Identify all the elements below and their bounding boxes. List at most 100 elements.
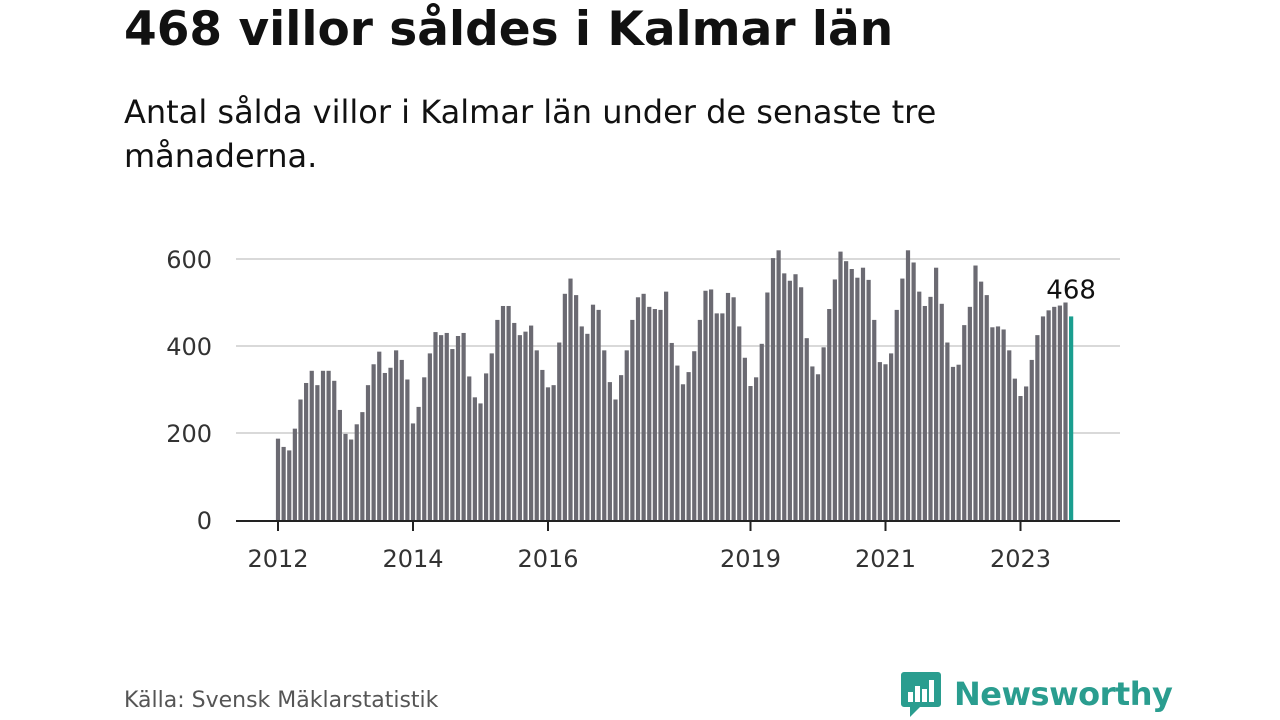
bar: [1018, 396, 1023, 520]
bar: [478, 403, 483, 520]
bar: [495, 319, 500, 520]
bar: [872, 319, 877, 520]
bar: [979, 281, 984, 520]
bar: [787, 280, 792, 520]
bar: [562, 293, 567, 520]
bar: [585, 333, 590, 520]
bar: [320, 370, 326, 520]
bar: [1024, 386, 1029, 520]
bar: [1001, 329, 1006, 520]
source-note: Källa: Svensk Mäklarstatistik: [124, 688, 439, 713]
y-tick-label: 0: [197, 507, 212, 535]
bars: [275, 250, 1074, 521]
bar: [703, 290, 708, 520]
y-axis-ticks: 0 200 400 600: [166, 246, 212, 535]
bar: [664, 291, 669, 521]
y-tick-label: 600: [166, 246, 212, 274]
bar: [602, 350, 607, 520]
bar: [782, 273, 787, 520]
bar: [849, 269, 854, 520]
bar: [917, 291, 922, 521]
bar: [680, 384, 686, 520]
bar: [298, 399, 303, 520]
bar: [579, 326, 584, 520]
bar: [748, 386, 753, 520]
bar: [647, 306, 652, 520]
bar: [354, 424, 359, 520]
bar: [832, 279, 837, 520]
bar: [928, 296, 933, 520]
bar: [770, 258, 776, 520]
x-tick-label: 2019: [720, 545, 781, 573]
bar: [309, 370, 314, 520]
bar: [399, 359, 404, 520]
chart-title: 468 villor såldes i Kalmar län: [124, 2, 894, 57]
bar: [360, 412, 365, 520]
bar: [692, 351, 697, 520]
bar: [500, 305, 506, 520]
bar: [911, 262, 916, 520]
bar: [534, 350, 539, 520]
bar: [905, 250, 911, 521]
bar: [484, 373, 489, 520]
bar: [523, 331, 528, 520]
bar: [540, 369, 545, 520]
chart-subtitle: Antal sålda villor i Kalmar län under de…: [124, 93, 937, 175]
bar: [568, 278, 573, 520]
bar: [754, 377, 759, 520]
bar: [472, 397, 477, 520]
bar: [894, 309, 899, 520]
bar: [945, 342, 950, 520]
newsworthy-logo-icon: [901, 672, 941, 717]
bar: [377, 351, 382, 520]
bar: [844, 261, 849, 520]
bar: [889, 353, 894, 520]
bar: [410, 423, 416, 520]
bar: [956, 364, 961, 520]
bar: [855, 277, 860, 520]
bar: [962, 325, 967, 520]
last-value-label: 468: [1046, 275, 1096, 305]
bar: [450, 349, 455, 520]
bar: [343, 433, 348, 520]
bar: [574, 295, 579, 520]
bar: [529, 325, 534, 520]
bar: [439, 335, 444, 521]
bar: [1046, 310, 1051, 520]
bar: [675, 365, 680, 520]
bar: [326, 370, 331, 520]
bar: [686, 372, 691, 520]
bar: [461, 332, 466, 520]
bar: [315, 385, 320, 520]
bar: [624, 350, 629, 520]
bar: [804, 338, 809, 520]
bar: [765, 292, 770, 520]
bar: [619, 375, 624, 520]
bar-latest: [1069, 316, 1074, 520]
bar: [455, 336, 461, 520]
bar: [596, 309, 601, 520]
bar: [1052, 306, 1057, 520]
bar: [1040, 316, 1046, 520]
x-tick-label: 2021: [855, 545, 916, 573]
bar: [1063, 302, 1068, 520]
bar: [405, 379, 410, 520]
bar: [799, 287, 804, 520]
bar: [776, 250, 781, 521]
bar: [517, 335, 522, 521]
bar: [821, 347, 826, 520]
brand-logo: Newsworthy: [900, 670, 1173, 718]
bar: [630, 319, 635, 520]
bar: [422, 377, 427, 520]
bar: [709, 289, 714, 520]
bar: [731, 297, 736, 520]
y-tick-label: 200: [166, 420, 212, 448]
bar: [793, 274, 798, 520]
bar: [1035, 335, 1040, 521]
bar: [275, 438, 281, 520]
bar: [939, 303, 944, 520]
bar: [365, 385, 371, 520]
bar: [371, 364, 376, 520]
bar: [720, 313, 725, 521]
